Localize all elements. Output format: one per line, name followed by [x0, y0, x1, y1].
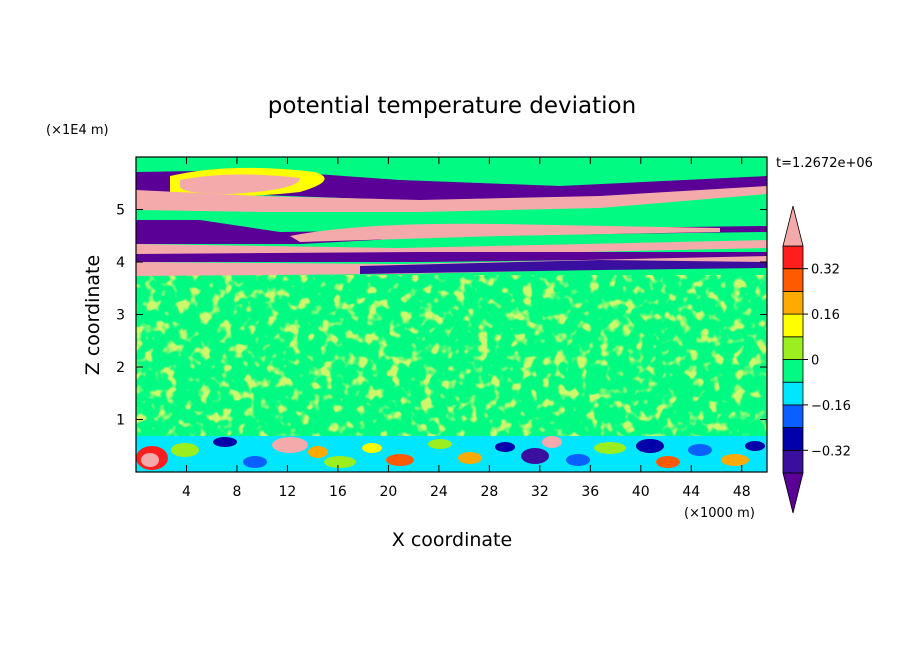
- x-tick-label: 40: [632, 484, 650, 500]
- colorbar-extend-low: [782, 472, 804, 514]
- colorbar-segment: [782, 245, 804, 270]
- y-tick-label: 4: [116, 255, 125, 271]
- colorbar-segment: [782, 268, 804, 292]
- upper-layers: [136, 167, 767, 276]
- colorbar-tick-label: 0.16: [811, 308, 840, 323]
- colorbar-segment: [782, 449, 804, 474]
- x-tick-label: 28: [480, 484, 498, 500]
- colorbar: 0.32 0.16 0 −0.16 −0.32: [782, 205, 851, 514]
- x-tick-label: 32: [531, 484, 549, 500]
- plot-area: [136, 157, 767, 472]
- y-unit-label: (×1E4 m): [46, 123, 109, 138]
- x-axis: 4 8 12 16 20 24 28 32 36 40 44 48: [182, 157, 751, 500]
- chart-title: potential temperature deviation: [268, 93, 636, 119]
- colorbar-segment: [782, 313, 804, 338]
- y-tick-label: 3: [116, 308, 125, 324]
- x-tick-label: 44: [682, 484, 700, 500]
- field-texture: [136, 275, 767, 440]
- colorbar-segment: [782, 427, 804, 451]
- x-tick-label: 20: [379, 484, 397, 500]
- colorbar-extend-high: [782, 205, 804, 247]
- x-tick-label: 12: [279, 484, 297, 500]
- colorbar-tick-label: 0.32: [811, 263, 840, 278]
- x-axis-title: X coordinate: [392, 529, 512, 551]
- y-axis: 1 2 3 4 5: [116, 203, 767, 429]
- y-tick-label: 1: [116, 413, 125, 429]
- x-tick-label: 8: [232, 484, 241, 500]
- y-tick-label: 2: [116, 360, 125, 376]
- x-tick-label: 4: [182, 484, 191, 500]
- x-tick-label: 48: [733, 484, 751, 500]
- y-axis-title: Z coordinate: [82, 255, 104, 375]
- x-tick-label: 16: [329, 484, 347, 500]
- colorbar-tick-label: −0.16: [811, 399, 851, 414]
- x-unit-label: (×1000 m): [684, 506, 755, 521]
- time-label: t=1.2672e+06: [776, 156, 873, 171]
- colorbar-segment: [782, 359, 804, 383]
- colorbar-segment: [782, 404, 804, 428]
- colorbar-tick-label: −0.32: [811, 444, 851, 459]
- y-tick-label: 5: [116, 203, 125, 219]
- colorbar-segment: [782, 290, 804, 315]
- colorbar-segment: [782, 336, 804, 360]
- boundary-eddies: [136, 436, 765, 470]
- colorbar-segment: [782, 381, 804, 406]
- x-tick-label: 24: [430, 484, 448, 500]
- x-tick-label: 36: [581, 484, 599, 500]
- colorbar-tick-label: 0: [811, 354, 819, 369]
